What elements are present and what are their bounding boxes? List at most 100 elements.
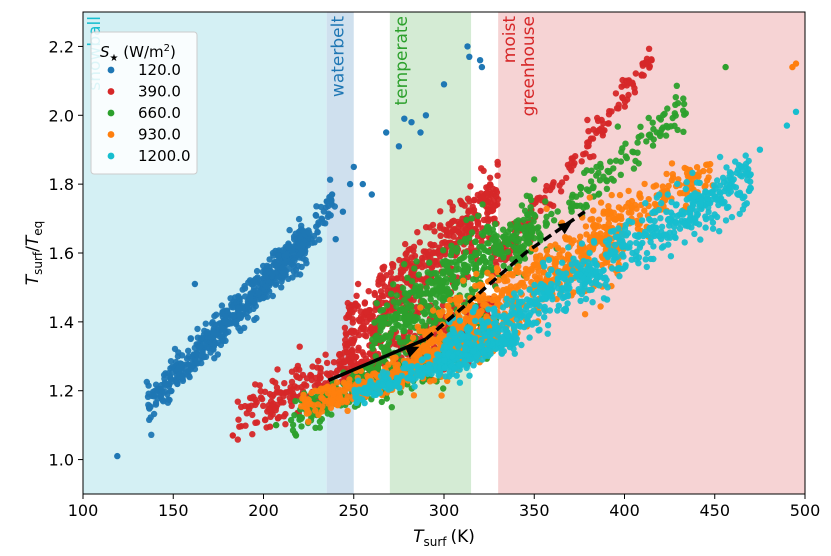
data-point — [336, 396, 344, 404]
data-point — [641, 207, 648, 214]
data-point — [680, 100, 688, 108]
data-point — [422, 290, 429, 297]
data-point — [580, 257, 587, 265]
data-point — [228, 301, 235, 308]
data-point — [560, 275, 567, 282]
arrow-dashed-segment — [424, 210, 586, 341]
data-point — [662, 132, 670, 139]
data-point — [607, 250, 614, 257]
data-point — [388, 404, 395, 411]
data-point — [714, 177, 721, 184]
data-point — [590, 126, 597, 133]
data-point — [489, 296, 496, 304]
data-point — [581, 311, 589, 318]
data-point — [543, 205, 550, 212]
data-point — [464, 195, 472, 202]
data-point — [558, 259, 566, 266]
data-point — [298, 403, 305, 410]
data-point — [409, 334, 417, 342]
data-point — [605, 241, 612, 248]
data-point — [509, 272, 516, 279]
data-point — [393, 321, 400, 328]
data-point — [730, 176, 737, 183]
data-point — [625, 217, 632, 225]
data-point — [451, 258, 459, 266]
data-point — [503, 286, 510, 293]
data-point — [663, 208, 670, 215]
data-point — [229, 432, 236, 439]
data-point — [456, 294, 464, 301]
data-point — [494, 268, 501, 276]
data-point — [693, 179, 701, 186]
x-tick-label: 400 — [609, 501, 640, 520]
data-point — [277, 389, 284, 397]
data-point — [437, 312, 444, 319]
data-point — [318, 215, 325, 222]
data-point — [363, 308, 370, 316]
data-point — [408, 368, 416, 376]
data-point — [478, 336, 485, 344]
data-point — [171, 345, 179, 353]
data-point — [592, 268, 599, 275]
data-point — [480, 291, 487, 299]
data-point — [453, 280, 460, 287]
data-point — [423, 284, 430, 292]
data-point — [495, 327, 502, 335]
data-point — [523, 192, 530, 199]
data-point — [635, 260, 642, 267]
data-point — [470, 206, 478, 213]
data-point — [635, 254, 643, 261]
data-point — [344, 407, 351, 414]
data-point — [408, 119, 415, 126]
data-point — [726, 184, 733, 191]
data-point — [488, 254, 495, 262]
data-point — [636, 192, 643, 199]
data-point — [351, 306, 358, 313]
data-point — [374, 364, 382, 372]
data-point — [297, 250, 304, 258]
data-point — [349, 316, 356, 323]
data-point — [467, 183, 474, 190]
data-point — [688, 180, 696, 187]
data-point — [298, 423, 305, 430]
data-point — [427, 254, 434, 261]
data-point — [584, 116, 591, 124]
data-point — [484, 269, 491, 276]
data-point — [260, 402, 267, 409]
data-point — [494, 161, 501, 168]
data-point — [298, 414, 305, 421]
data-point — [299, 371, 307, 379]
data-point — [274, 415, 282, 422]
y-tick-label: 1.4 — [49, 313, 74, 332]
data-point — [586, 249, 593, 257]
data-point — [413, 292, 420, 300]
data-point — [369, 345, 376, 352]
data-point — [314, 229, 321, 236]
data-point — [537, 207, 544, 215]
data-point — [481, 228, 489, 235]
data-point — [605, 203, 612, 210]
data-point — [536, 326, 543, 333]
data-point — [493, 193, 500, 200]
data-point — [657, 215, 664, 222]
data-point — [680, 128, 687, 135]
data-point — [291, 412, 298, 419]
data-point — [217, 341, 225, 349]
data-point — [456, 366, 463, 373]
y-label-slash: / — [23, 246, 43, 252]
data-point — [430, 377, 438, 384]
data-point — [375, 295, 383, 302]
data-point — [461, 235, 469, 243]
data-point — [590, 207, 597, 214]
data-point — [390, 281, 397, 288]
data-point — [639, 60, 646, 67]
data-point — [732, 158, 739, 165]
data-point — [483, 189, 491, 196]
data-point — [605, 215, 612, 222]
data-point — [736, 191, 743, 198]
data-point — [416, 239, 423, 246]
legend-label-120.0: 120.0 — [138, 61, 181, 79]
data-point — [398, 372, 405, 379]
data-point — [511, 350, 518, 357]
legend-label-660.0: 660.0 — [138, 104, 181, 122]
